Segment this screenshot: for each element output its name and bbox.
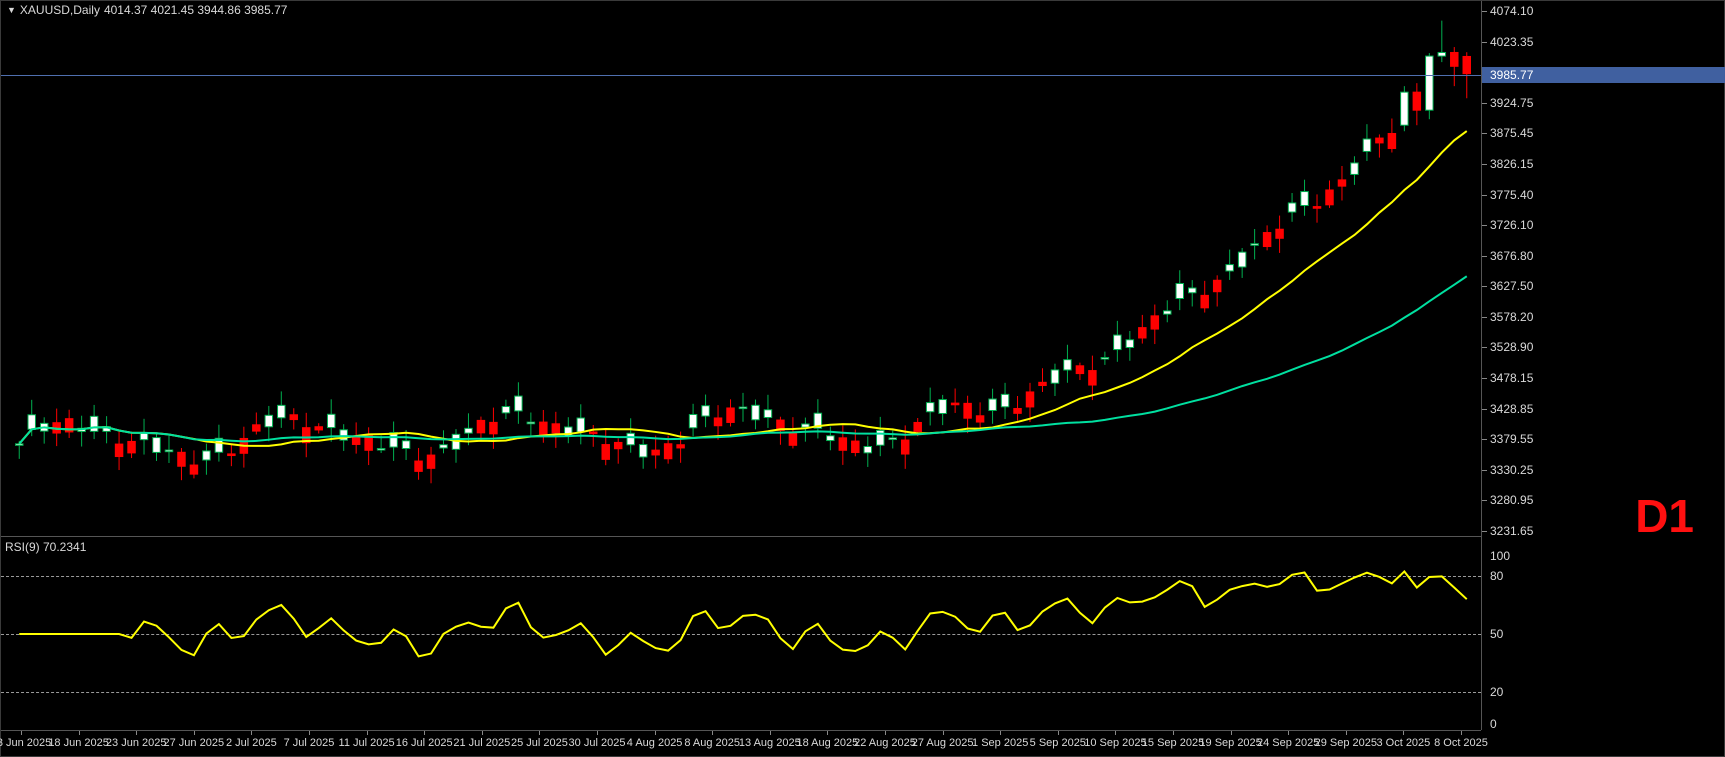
date-axis-label: 8 Aug 2025 <box>684 737 740 749</box>
date-axis-label: 23 Jun 2025 <box>106 737 167 749</box>
date-axis-label: 4 Aug 2025 <box>627 737 683 749</box>
price-axis-label: 4023.35 <box>1490 35 1533 49</box>
price-axis-label: 3726.10 <box>1490 218 1533 232</box>
date-axis-label: 24 Sep 2025 <box>1257 737 1319 749</box>
date-axis-label: 10 Sep 2025 <box>1084 737 1146 749</box>
moving-average-lines <box>1 1 1481 537</box>
date-axis-label: 1 Sep 2025 <box>972 737 1028 749</box>
date-axis-label: 30 Jul 2025 <box>569 737 626 749</box>
date-axis-label: 27 Aug 2025 <box>912 737 974 749</box>
date-axis-label: 29 Sep 2025 <box>1315 737 1377 749</box>
price-axis-label: 3231.65 <box>1490 524 1533 538</box>
price-axis-label: 3428.85 <box>1490 402 1533 416</box>
date-axis-label: 18 Jun 2025 <box>48 737 109 749</box>
rsi-label-text: RSI(9) 70.2341 <box>5 540 86 554</box>
date-axis-label: 7 Jul 2025 <box>284 737 335 749</box>
price-axis-label: 3478.15 <box>1490 371 1533 385</box>
collapse-arrow-icon[interactable]: ▼ <box>7 5 16 15</box>
rsi-scale-label: 50 <box>1490 627 1503 641</box>
price-axis-label: 3627.50 <box>1490 279 1533 293</box>
price-axis-panel[interactable]: 4074.104023.353974.053924.753875.453826.… <box>1481 1 1725 730</box>
price-axis-label: 3826.15 <box>1490 157 1533 171</box>
price-axis-label: 3676.80 <box>1490 249 1533 263</box>
price-axis-label: 3379.55 <box>1490 432 1533 446</box>
date-axis-panel[interactable]: 13 Jun 202518 Jun 202523 Jun 202527 Jun … <box>1 730 1481 757</box>
price-axis-label: 3330.25 <box>1490 463 1533 477</box>
date-axis-label: 16 Jul 2025 <box>396 737 453 749</box>
date-axis-label: 13 Jun 2025 <box>0 737 51 749</box>
rsi-scale-label: 100 <box>1490 549 1510 563</box>
price-axis-label: 3875.45 <box>1490 126 1533 140</box>
date-axis-label: 5 Sep 2025 <box>1030 737 1086 749</box>
price-axis-label: 3528.90 <box>1490 340 1533 354</box>
rsi-line-series <box>1 538 1481 730</box>
date-axis-label: 19 Sep 2025 <box>1199 737 1261 749</box>
price-axis-label: 3924.75 <box>1490 96 1533 110</box>
price-axis-label: 3775.40 <box>1490 188 1533 202</box>
price-axis-label: 3578.20 <box>1490 310 1533 324</box>
date-axis-label: 2 Jul 2025 <box>226 737 277 749</box>
trading-chart-window: ▼ XAUUSD,Daily 4014.37 4021.45 3944.86 3… <box>0 0 1725 757</box>
date-axis-label: 22 Aug 2025 <box>854 737 916 749</box>
symbol-info-text: XAUUSD,Daily <box>20 3 100 17</box>
date-axis-label: 11 Jul 2025 <box>339 737 395 749</box>
date-axis-label: 27 Jun 2025 <box>164 737 225 749</box>
ohlc-values-text: 4014.37 4021.45 3944.86 3985.77 <box>104 3 288 17</box>
price-chart-panel[interactable] <box>1 1 1481 537</box>
date-axis-label: 13 Aug 2025 <box>739 737 801 749</box>
date-axis-label: 25 Jul 2025 <box>511 737 568 749</box>
rsi-scale-label: 20 <box>1490 685 1503 699</box>
current-price-line <box>1 75 1481 76</box>
date-axis-label: 21 Jul 2025 <box>453 737 510 749</box>
price-axis-label: 3280.95 <box>1490 493 1533 507</box>
timeframe-label[interactable]: D1 <box>1635 489 1694 543</box>
date-axis-label: 18 Aug 2025 <box>796 737 858 749</box>
date-axis-label: 15 Sep 2025 <box>1142 737 1204 749</box>
price-axis-label: 4074.10 <box>1490 4 1533 18</box>
rsi-scale-label: 0 <box>1490 717 1497 731</box>
current-price-badge[interactable]: 3985.77 <box>1482 67 1725 83</box>
date-axis-label: 3 Oct 2025 <box>1376 737 1430 749</box>
chart-title-bar: ▼ XAUUSD,Daily 4014.37 4021.45 3944.86 3… <box>7 3 287 17</box>
date-axis-label: 8 Oct 2025 <box>1434 737 1488 749</box>
rsi-indicator-panel[interactable]: RSI(9) 70.2341 <box>1 538 1481 730</box>
rsi-scale-label: 80 <box>1490 569 1503 583</box>
